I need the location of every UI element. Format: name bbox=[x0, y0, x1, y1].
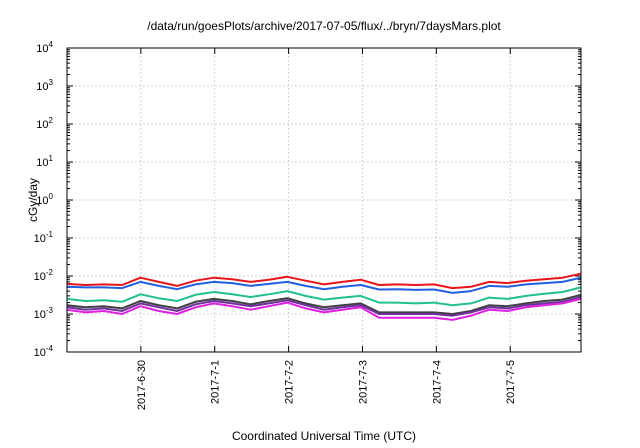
y-tick-label: 101 bbox=[36, 154, 53, 169]
plot-frame bbox=[66, 47, 582, 353]
x-tick-label: 2017-7-5 bbox=[505, 360, 517, 404]
y-tick-label: 10-3 bbox=[34, 306, 54, 321]
x-tick-labels: 2017-6-30 2017-7-1 2017-7-2 2017-7-3 2017-7-… bbox=[136, 360, 517, 410]
series-line-3 bbox=[66, 286, 582, 307]
series-line-2 bbox=[66, 276, 582, 294]
grid bbox=[67, 48, 581, 352]
y-tick-label: 104 bbox=[36, 40, 53, 55]
y-axis-label: cGy/day bbox=[26, 178, 40, 222]
x-tick-label: 2017-6-30 bbox=[136, 360, 148, 410]
x-tick-label: 2017-7-4 bbox=[431, 360, 443, 404]
x-axis-label: Coordinated Universal Time (UTC) bbox=[232, 429, 416, 443]
series-line-1 bbox=[66, 272, 582, 290]
y-tick-labels: 10-4 10-3 10-2 10-1 100 101 102 103 104 bbox=[34, 40, 54, 359]
y-tick-label: 102 bbox=[36, 116, 53, 131]
y-tick-label: 10-1 bbox=[34, 230, 54, 245]
y-tick-label: 103 bbox=[36, 78, 53, 93]
series-line-4 bbox=[66, 293, 582, 315]
y-tick-label: 10-2 bbox=[34, 268, 54, 283]
series-line-6 bbox=[66, 297, 582, 321]
x-tick-label: 2017-7-2 bbox=[284, 360, 296, 404]
x-tick-label: 2017-7-1 bbox=[210, 360, 222, 404]
y-tick-label: 10-4 bbox=[34, 344, 54, 359]
series-line-5 bbox=[66, 296, 582, 317]
y-tick-label: 100 bbox=[36, 192, 53, 207]
chart-title: /data/run/goesPlots/archive/2017-07-05/f… bbox=[147, 19, 501, 33]
series-lines bbox=[66, 272, 582, 321]
x-tick-label: 2017-7-3 bbox=[357, 360, 369, 404]
